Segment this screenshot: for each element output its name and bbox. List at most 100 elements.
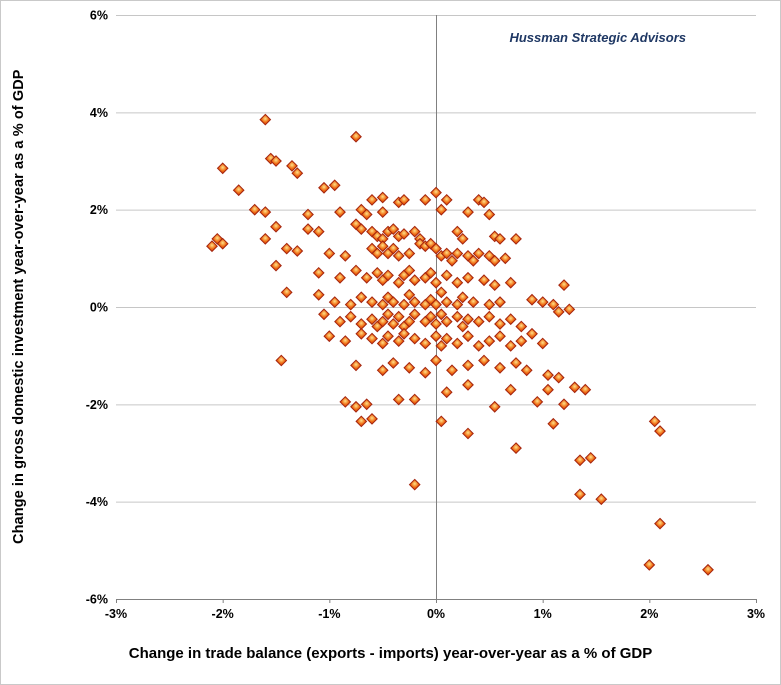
data-point xyxy=(542,369,554,382)
data-point xyxy=(280,286,293,299)
data-point xyxy=(472,339,485,352)
data-point xyxy=(392,310,405,323)
data-point xyxy=(504,383,517,396)
data-point xyxy=(350,359,362,372)
data-point xyxy=(440,332,453,345)
data-point xyxy=(259,113,272,126)
data-point xyxy=(408,332,421,345)
data-point xyxy=(355,223,368,236)
data-point xyxy=(483,298,496,311)
data-point xyxy=(408,296,421,309)
data-point xyxy=(435,415,448,428)
data-point xyxy=(355,318,368,330)
data-point xyxy=(403,264,416,277)
data-point xyxy=(504,276,517,289)
data-point xyxy=(334,315,346,328)
data-point xyxy=(499,252,512,265)
data-point xyxy=(424,310,437,323)
x-tick-label: 1% xyxy=(534,607,552,621)
data-point xyxy=(360,398,373,411)
data-point xyxy=(462,427,474,440)
data-point xyxy=(392,276,405,289)
data-point xyxy=(440,315,453,328)
data-point xyxy=(574,488,586,501)
data-point xyxy=(483,335,496,348)
data-point xyxy=(435,286,448,299)
data-point xyxy=(270,259,282,272)
data-point xyxy=(568,381,581,394)
data-point xyxy=(526,293,538,306)
data-point xyxy=(312,288,325,301)
data-point xyxy=(435,308,448,321)
data-point xyxy=(478,274,490,287)
data-point xyxy=(440,296,453,309)
data-point xyxy=(350,400,362,413)
data-point xyxy=(552,305,565,318)
data-point xyxy=(515,320,528,333)
data-point xyxy=(419,366,432,379)
data-point xyxy=(430,330,442,343)
data-point xyxy=(579,383,592,396)
data-point xyxy=(536,296,549,309)
data-point xyxy=(478,196,490,209)
data-point xyxy=(355,415,368,428)
data-point xyxy=(398,228,410,240)
data-point xyxy=(702,563,714,576)
data-point xyxy=(494,330,506,343)
data-point xyxy=(440,269,453,282)
data-point xyxy=(376,191,389,204)
data-point xyxy=(462,359,474,372)
data-point xyxy=(403,361,416,374)
data-point xyxy=(446,254,458,267)
data-point xyxy=(376,298,389,311)
y-tick-label: -4% xyxy=(86,495,108,509)
data-point xyxy=(451,298,464,311)
data-point xyxy=(456,320,469,333)
data-point xyxy=(462,271,474,284)
data-point xyxy=(467,254,480,267)
data-point xyxy=(339,249,352,262)
data-point xyxy=(494,296,506,309)
data-point xyxy=(270,155,282,167)
data-point xyxy=(419,193,432,206)
data-point xyxy=(504,339,517,352)
data-point xyxy=(430,298,442,311)
data-point xyxy=(510,442,522,455)
data-point xyxy=(440,193,453,206)
x-tick-label: -2% xyxy=(212,607,234,621)
data-point xyxy=(328,179,341,192)
data-point xyxy=(350,264,362,277)
data-point xyxy=(366,296,378,309)
data-point xyxy=(483,310,496,323)
data-point xyxy=(206,240,218,253)
data-point xyxy=(654,517,666,530)
data-point xyxy=(451,276,464,289)
data-point xyxy=(318,181,330,194)
data-point xyxy=(291,245,304,257)
data-point xyxy=(334,206,346,219)
data-point xyxy=(542,383,554,396)
data-point xyxy=(344,310,357,323)
data-point xyxy=(376,337,389,350)
data-point xyxy=(360,208,373,221)
data-point xyxy=(446,364,458,377)
data-point xyxy=(643,558,656,571)
data-point xyxy=(382,269,394,282)
x-tick-label: -3% xyxy=(105,607,127,621)
data-point xyxy=(382,308,394,321)
data-point xyxy=(558,279,570,292)
data-point xyxy=(387,318,400,330)
data-point xyxy=(382,330,394,343)
data-point xyxy=(360,271,373,284)
data-point xyxy=(291,167,304,180)
data-point xyxy=(547,417,560,430)
data-point xyxy=(232,184,245,197)
data-point xyxy=(366,412,378,425)
data-point xyxy=(462,313,474,326)
data-point xyxy=(216,237,229,250)
data-point xyxy=(435,203,448,216)
data-point xyxy=(648,415,661,428)
data-point xyxy=(419,337,432,350)
data-point xyxy=(355,327,368,340)
data-point xyxy=(398,298,410,311)
